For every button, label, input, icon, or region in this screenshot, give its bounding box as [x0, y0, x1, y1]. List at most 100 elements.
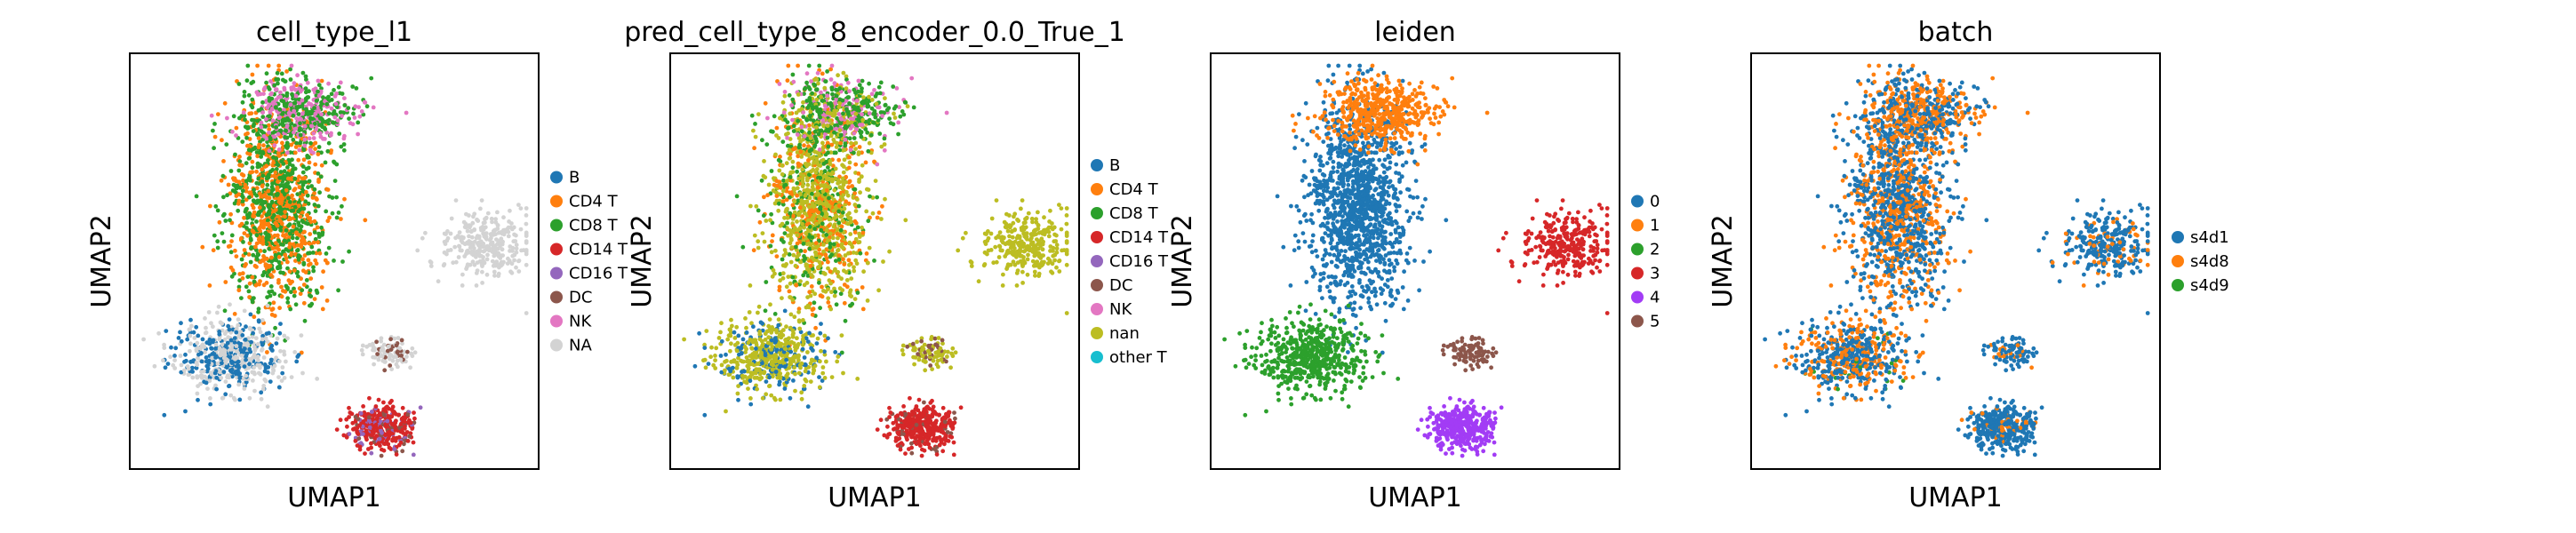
scatter-point [852, 106, 857, 110]
scatter-point [234, 125, 239, 131]
scatter-point [376, 397, 381, 402]
scatter-point [842, 262, 847, 266]
scatter-point [243, 117, 247, 123]
scatter-point [285, 150, 290, 155]
scatter-point [876, 118, 881, 123]
scatter-point [480, 269, 484, 274]
scatter-point [246, 289, 252, 294]
scatter-point [774, 179, 780, 184]
scatter-point [362, 99, 367, 105]
scatter-point [838, 227, 844, 233]
scatter-point [415, 248, 420, 253]
scatter-point [825, 93, 830, 99]
scatter-point [777, 82, 782, 86]
scatter-point [307, 89, 311, 94]
scatter-point [828, 102, 834, 107]
scatter-point [246, 92, 252, 98]
scatter-point [858, 190, 862, 195]
scatter-point [524, 251, 529, 257]
scatter-point [262, 256, 268, 261]
scatter-point [342, 196, 347, 202]
scatter-point [315, 377, 320, 381]
scatter-point [242, 308, 247, 314]
scatter-point [880, 203, 884, 209]
scatter-point [282, 376, 287, 380]
scatter-point [361, 419, 366, 424]
scatter-point [194, 194, 199, 199]
scatter-point [316, 152, 321, 157]
scatter-point [867, 94, 871, 99]
scatter-point [296, 112, 301, 116]
scatter-point [364, 344, 370, 349]
scatter-point [882, 142, 887, 147]
scatter-point [306, 111, 310, 116]
scatter-point [872, 88, 876, 92]
scatter-point [267, 99, 272, 103]
scatter-point [211, 338, 216, 343]
scatter-point [195, 362, 200, 368]
scatter-point [848, 288, 853, 293]
scatter-point [833, 150, 838, 155]
scatter-point [256, 163, 261, 169]
scatter-point [239, 296, 244, 300]
scatter-point [257, 362, 262, 368]
scatter-points [682, 63, 1069, 458]
scatter-point [383, 433, 388, 438]
scatter-point [278, 348, 283, 354]
scatter-point [404, 110, 409, 115]
scatter-point [341, 147, 347, 153]
scatter-point [342, 96, 347, 100]
scatter-point [300, 111, 305, 116]
scatter-point [283, 79, 287, 84]
scatter-point [867, 81, 871, 86]
scatter-point [734, 194, 740, 199]
scatter-point [832, 268, 837, 273]
scatter-point [853, 147, 858, 152]
scatter-point [141, 337, 147, 342]
scatter-point [780, 257, 785, 262]
scatter-point [292, 187, 297, 193]
scatter-point [359, 109, 364, 114]
scatter-point [810, 312, 815, 317]
scatter-point [449, 216, 454, 221]
scatter-point [783, 182, 788, 187]
scatter-point [241, 178, 245, 183]
scatter-point [472, 252, 477, 258]
scatter-point [869, 98, 875, 102]
scatter-point [256, 145, 261, 150]
scatter-point [387, 445, 392, 450]
scatter-point [802, 134, 807, 139]
scatter-point [264, 163, 269, 169]
scatter-point [778, 223, 783, 228]
scatter-point [296, 209, 300, 214]
scatter-point [292, 100, 298, 106]
scatter-point [807, 130, 812, 135]
scatter-point [276, 131, 281, 137]
scatter-point [369, 441, 373, 446]
scatter-point [284, 256, 289, 261]
scatter-point [448, 231, 453, 236]
scatter-point [812, 203, 817, 209]
scatter-point [835, 140, 839, 146]
scatter-point [483, 225, 488, 230]
scatter-point [290, 91, 294, 97]
scatter-point [395, 350, 400, 354]
scatter-point [514, 243, 519, 248]
scatter-point [303, 179, 308, 185]
scatter-point [284, 359, 288, 364]
scatter-point [828, 281, 833, 286]
scatter-point [784, 207, 789, 212]
scatter-point [321, 95, 325, 99]
scatter-point [836, 248, 840, 253]
scatter-point [493, 246, 499, 251]
scatter-point [840, 288, 845, 293]
scatter-point [296, 200, 301, 205]
scatter-point [269, 255, 274, 260]
scatter-point [842, 206, 847, 211]
scatter-point [242, 364, 247, 369]
scatter-point [466, 242, 471, 246]
scatter-point [369, 76, 374, 81]
scatter-point [319, 123, 324, 127]
scatter-point [250, 159, 255, 164]
scatter-point [214, 386, 220, 392]
